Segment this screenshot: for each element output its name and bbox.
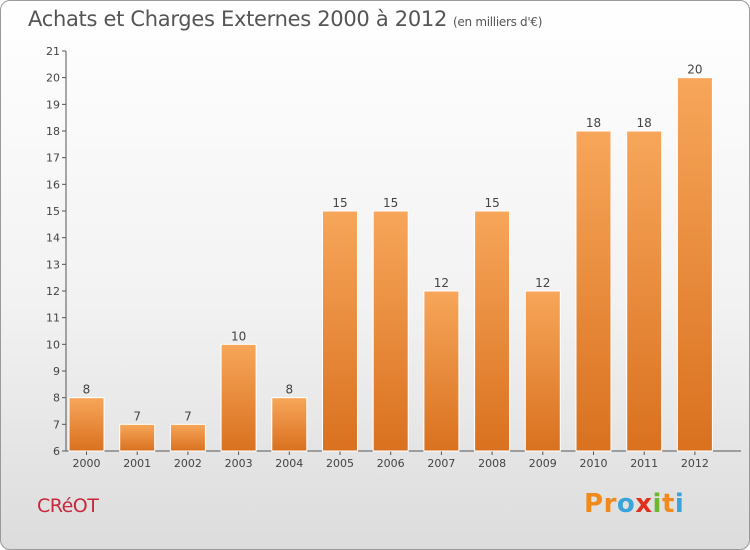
bar	[169, 423, 206, 452]
chart-title: Achats et Charges Externes 2000 à 2012 (e…	[28, 7, 542, 31]
bar	[423, 290, 460, 452]
y-tick-label: 15	[46, 205, 60, 218]
bar	[68, 397, 105, 452]
logo-letter: o	[616, 489, 636, 519]
x-tick-label: 2002	[174, 457, 202, 470]
proxiti-logo: Proxiti	[584, 489, 684, 519]
y-tick-label: 6	[53, 445, 60, 458]
logo-letter: P	[584, 489, 604, 519]
bar	[676, 77, 713, 452]
x-tick-label: 2009	[529, 457, 557, 470]
bar	[271, 397, 308, 452]
y-tick-label: 10	[46, 338, 60, 351]
x-tick-label: 2001	[123, 457, 151, 470]
data-label: 12	[535, 276, 550, 290]
logo-letter: t	[661, 489, 675, 519]
chart-bars	[68, 77, 713, 452]
bar	[372, 210, 409, 452]
y-tick-label: 8	[53, 392, 60, 405]
bar	[322, 210, 358, 452]
data-label: 15	[383, 196, 398, 210]
logo-letter: i	[674, 489, 685, 519]
y-tick-label: 17	[46, 152, 60, 165]
logo-letter: x	[635, 489, 653, 519]
data-label: 20	[687, 63, 702, 77]
data-label: 15	[332, 196, 347, 210]
x-tick-label: 2007	[427, 457, 455, 470]
chart-axes: 6 7 8 9 10 11 12 13 14 15 16 17 18 19 20 21 2000 2001 2002…	[46, 45, 741, 470]
data-label: 12	[434, 276, 449, 290]
x-tick-label: 2004	[275, 457, 303, 470]
bar	[119, 423, 156, 452]
data-label: 8	[83, 383, 91, 397]
bar	[524, 290, 561, 452]
logo-letter: r	[603, 489, 617, 519]
bar	[474, 210, 511, 452]
y-tick-label: 7	[53, 418, 60, 431]
chart-title-text: Achats et Charges Externes 2000 à 2012	[28, 7, 448, 31]
x-tick-label: 2011	[630, 457, 658, 470]
x-tick-label: 2005	[326, 457, 354, 470]
y-tick-label: 16	[46, 178, 60, 191]
x-tick-label: 2000	[73, 457, 101, 470]
y-tick-label: 18	[46, 125, 60, 138]
y-tick-label: 20	[46, 72, 60, 85]
y-tick-label: 9	[53, 365, 60, 378]
y-tick-label: 13	[46, 258, 60, 271]
y-tick-label: 19	[46, 98, 60, 111]
x-tick-label: 2010	[580, 457, 608, 470]
y-tick-label: 12	[46, 285, 60, 298]
x-tick-label: 2006	[377, 457, 405, 470]
bar	[220, 343, 257, 452]
y-tick-label: 11	[46, 312, 60, 325]
x-tick-label: 2003	[225, 457, 253, 470]
chart-labels: 8 7 7 10 8 15 15 12 15 12 18 18 20	[83, 63, 703, 424]
data-label: 7	[133, 409, 141, 423]
data-label: 18	[586, 116, 601, 130]
x-tick-label: 2008	[478, 457, 506, 470]
data-label: 10	[231, 329, 246, 343]
data-label: 15	[484, 196, 499, 210]
data-label: 8	[285, 383, 293, 397]
bar	[575, 130, 612, 452]
data-label: 18	[637, 116, 652, 130]
bar	[626, 130, 663, 452]
chart-subtitle: (en milliers d'€)	[453, 15, 543, 29]
commune-name: CRéOT	[37, 495, 99, 517]
x-tick-label: 2012	[681, 457, 709, 470]
logo-letter: i	[652, 489, 662, 519]
y-tick-label: 21	[46, 45, 60, 58]
data-label: 7	[184, 409, 192, 423]
y-tick-label: 14	[46, 232, 60, 245]
